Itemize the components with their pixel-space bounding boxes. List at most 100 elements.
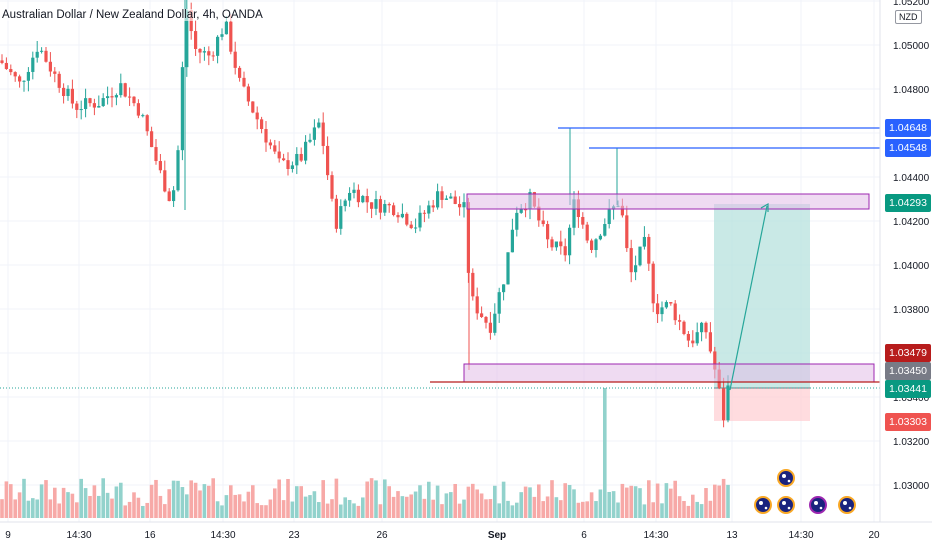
australia-flag-icon[interactable] <box>777 496 795 514</box>
candle-body <box>462 202 466 208</box>
price-axis[interactable]: 1.052001.050001.048001.046001.044001.042… <box>879 0 932 522</box>
time-tick-label: 13 <box>726 530 738 541</box>
volume-bar <box>154 479 158 518</box>
volume-bar <box>660 503 664 518</box>
candle-body <box>97 106 101 108</box>
volume-bar <box>391 496 396 518</box>
candle-body <box>506 252 510 285</box>
candle-body <box>326 145 330 176</box>
candle-body <box>348 192 352 201</box>
volume-bar <box>352 503 356 518</box>
candle-body <box>656 303 660 315</box>
volume-bar <box>365 481 369 518</box>
volume-bar <box>17 492 22 518</box>
volume-bar <box>686 505 691 518</box>
economic-events[interactable] <box>754 469 856 514</box>
volume-bar <box>422 498 427 518</box>
symbol-legend[interactable]: Australian Dollar / New Zealand Dollar, … <box>2 9 263 21</box>
volume-bar <box>189 480 193 518</box>
volume-bar <box>246 491 251 518</box>
projection-arrow[interactable] <box>729 205 768 391</box>
australia-flag-icon[interactable] <box>777 469 795 487</box>
volume-bar <box>114 486 119 518</box>
candle-body <box>26 71 30 81</box>
australia-flag-icon[interactable] <box>809 496 827 514</box>
volume-bar <box>387 486 391 518</box>
candle-body <box>242 77 246 87</box>
currency-label[interactable]: NZD <box>895 10 922 24</box>
volume-bar <box>251 485 255 518</box>
candle-body <box>444 198 448 200</box>
volume-bar <box>13 499 17 518</box>
candle-body <box>334 198 338 229</box>
candle-body <box>436 191 440 208</box>
volume-bar <box>123 505 127 518</box>
volume-bar <box>431 499 435 518</box>
new-zealand-flag-icon[interactable] <box>838 496 856 514</box>
volume-bar <box>532 496 537 518</box>
support-zone[interactable] <box>463 363 875 383</box>
price-tick-label: 1.04800 <box>893 85 930 96</box>
drawings[interactable] <box>0 127 880 391</box>
volume-bar <box>594 501 598 518</box>
volume-bar <box>163 504 167 518</box>
candle-body <box>405 213 409 225</box>
candle-body <box>700 322 704 333</box>
candle-body <box>374 199 378 209</box>
profit-zone[interactable] <box>714 204 810 388</box>
candle-body <box>79 109 83 111</box>
volume-bar <box>651 502 655 518</box>
candle-body <box>669 302 673 304</box>
candle-body <box>220 34 224 37</box>
candle-body <box>647 236 651 264</box>
volume-bar <box>563 483 567 518</box>
australia-flag-icon[interactable] <box>754 496 772 514</box>
candle-body <box>519 209 523 213</box>
price-tick-label: 1.04200 <box>893 217 930 228</box>
volume-bar <box>567 484 572 518</box>
volume-bar <box>105 492 110 518</box>
candle-body <box>524 209 528 211</box>
candle-body <box>35 51 39 58</box>
candle-body <box>88 98 92 104</box>
volume-bar <box>519 492 523 518</box>
resistance-zone[interactable] <box>466 193 870 210</box>
volume-bar <box>92 485 97 518</box>
candle-body <box>180 67 184 151</box>
volume-bar <box>119 482 123 518</box>
candle-body <box>590 240 594 250</box>
volume-bar <box>264 505 268 518</box>
volume-bar <box>70 493 75 518</box>
candle-body <box>145 115 149 132</box>
candle-body <box>466 202 470 273</box>
long-position-tool[interactable] <box>714 204 810 421</box>
candle-body <box>304 141 308 161</box>
volume-bar <box>193 482 198 518</box>
candlesticks <box>0 0 730 428</box>
time-tick-label: 16 <box>144 530 156 541</box>
loss-zone[interactable] <box>714 388 810 421</box>
candle-body <box>440 191 444 200</box>
candle-body <box>510 229 514 253</box>
candle-body <box>638 246 642 266</box>
candle-body <box>726 385 730 421</box>
candle-body <box>414 227 418 229</box>
candle-body <box>224 21 228 35</box>
volume-bar <box>475 489 479 518</box>
candle-body <box>387 203 391 206</box>
candle-body <box>62 87 66 97</box>
time-tick-label: 14:30 <box>210 530 235 541</box>
candle-body <box>211 55 215 57</box>
volume-bar <box>405 496 409 518</box>
volume-bar <box>620 483 625 518</box>
volume-bar <box>501 481 506 518</box>
volume-bar <box>48 499 53 518</box>
time-axis[interactable]: 9 14:30 16 14:30 23 26 Sep 6 14:30 13 14:30 20 <box>0 521 932 550</box>
candle-body <box>57 73 61 88</box>
volume-bar <box>726 484 730 518</box>
volume-bar <box>149 484 154 518</box>
volume-bar <box>308 495 312 518</box>
candle-body <box>40 50 44 52</box>
candle-body <box>603 224 607 236</box>
